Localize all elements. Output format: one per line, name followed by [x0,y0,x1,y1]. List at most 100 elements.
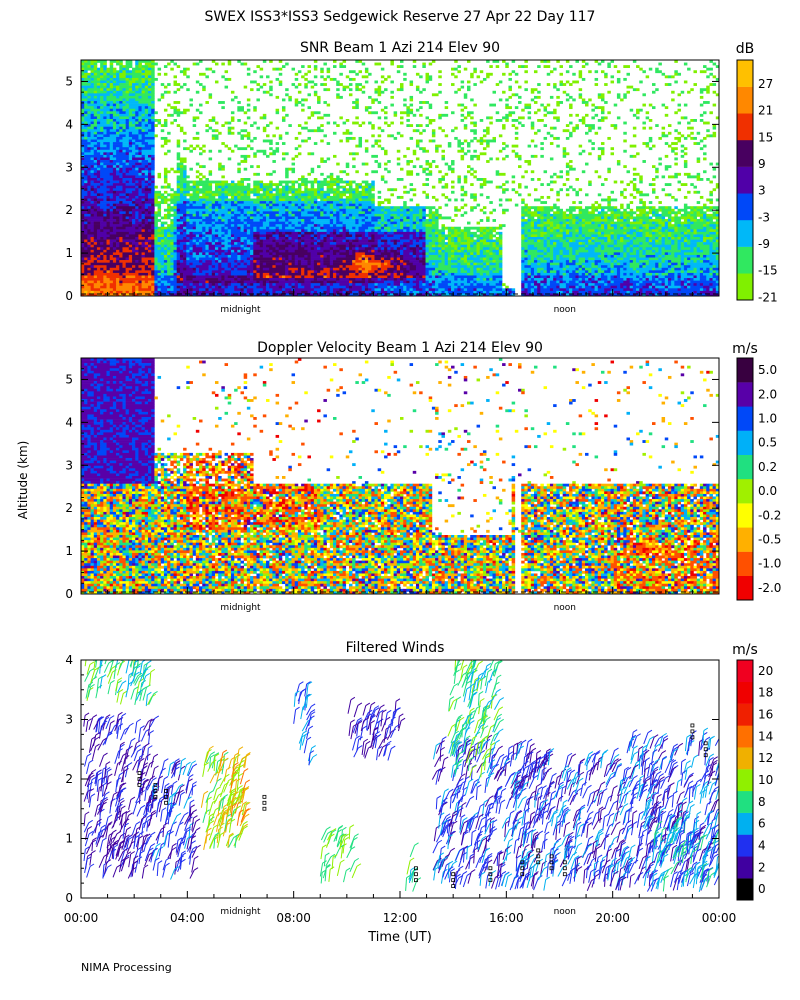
heatmap-cell [301,231,305,235]
heatmap-cell [479,249,484,253]
heatmap-cell [100,83,104,86]
heatmap-cell [301,208,305,212]
heatmap-cell [288,237,292,240]
heatmap-cell [422,62,426,66]
heatmap-cell [696,160,701,163]
heatmap-cell [84,226,88,230]
heatmap-cell [147,175,155,179]
heatmap-cell [451,231,455,235]
heatmap-cell [272,201,276,204]
heatmap-cell [112,254,120,258]
heatmap-cell [380,208,385,212]
heatmap-cell [81,83,91,86]
heatmap-cell [167,103,171,107]
heatmap-cell [103,226,114,230]
heatmap-cell [696,131,701,135]
heatmap-cell [275,213,280,217]
heatmap-cell [607,136,611,140]
heatmap-cell [572,252,576,256]
heatmap-cell [623,211,627,215]
heatmap-cell [530,126,535,130]
heatmap-cell [262,211,280,215]
heatmap-cell [208,247,216,251]
heatmap-cell [227,77,232,81]
heatmap-cell [227,257,238,261]
heatmap-cell [422,149,426,153]
heatmap-cell [594,106,599,110]
heatmap-cell [511,124,516,127]
heatmap-cell [671,208,675,212]
heatmap-cell [447,229,455,233]
heatmap-cell [712,126,717,130]
heatmap-cell [96,95,101,99]
heatmap-cell [259,116,264,120]
heatmap-cell [84,198,88,202]
heatmap-cell [125,121,130,125]
heatmap-cell [680,216,694,220]
heatmap-cell [661,213,672,217]
heatmap-cell [463,203,468,207]
heatmap-cell [144,124,149,127]
heatmap-cell [262,183,270,186]
heatmap-cell [565,172,570,176]
heatmap-cell [202,221,206,225]
heatmap-cell [87,80,91,84]
heatmap-cell [109,234,126,238]
heatmap-cell [135,201,142,204]
heatmap-cell [313,216,318,220]
heatmap-cell [604,221,611,225]
heatmap-cell [648,136,653,140]
heatmap-cell [358,229,366,233]
heatmap-cell [275,237,280,240]
heatmap-cell [297,203,302,207]
heatmap-cell [671,90,675,94]
heatmap-cell [90,121,95,125]
heatmap-cell [664,224,669,228]
heatmap-cell [377,85,382,89]
heatmap-cell [390,252,394,256]
heatmap-cell [336,208,340,212]
heatmap-cell [119,170,123,174]
heatmap-cell [648,103,653,107]
heatmap-cell [364,139,369,143]
heatmap-cell [192,62,197,66]
heatmap-cell [132,139,136,143]
heatmap-cell [652,247,659,251]
heatmap-cell [712,75,717,79]
heatmap-cell [569,213,573,217]
heatmap-cell [396,162,401,166]
heatmap-cell [412,254,417,258]
heatmap-cell [109,113,114,117]
heatmap-cell [269,85,273,89]
heatmap-cell [715,254,719,258]
heatmap-cell [176,208,181,212]
heatmap-cell [132,77,139,81]
heatmap-cell [569,113,573,117]
heatmap-cell [163,175,168,179]
heatmap-cell [128,180,133,184]
heatmap-cell [466,149,471,153]
heatmap-cell [355,98,359,102]
heatmap-cell [87,172,95,176]
heatmap-cell [371,201,375,204]
heatmap-cell [323,237,327,240]
heatmap-cell [374,88,382,92]
heatmap-cell [100,95,104,99]
heatmap-cell [151,111,155,115]
heatmap-cell [380,129,385,133]
heatmap-cell [559,211,563,215]
heatmap-cell [103,98,107,102]
heatmap-cell [179,242,187,245]
heatmap-cell [294,239,299,243]
heatmap-cell [508,198,512,202]
heatmap-cell [281,157,286,161]
heatmap-cell [703,152,707,156]
heatmap-cell [237,108,244,112]
heatmap-cell [683,80,688,84]
heatmap-cell [96,67,101,71]
heatmap-cell [457,244,461,248]
heatmap-cell [400,239,410,243]
heatmap-cell [524,106,532,110]
heatmap-cell [237,252,244,256]
heatmap-cell [103,62,107,66]
